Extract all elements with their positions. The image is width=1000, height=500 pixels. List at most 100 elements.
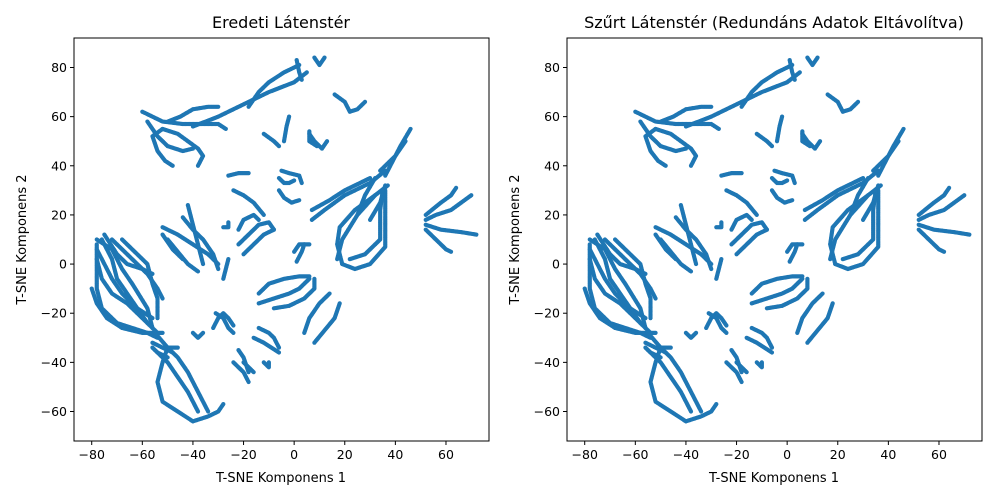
scatter-point (312, 276, 317, 281)
scatter-point (448, 249, 454, 254)
scatter-point (769, 350, 775, 355)
scatter-point (764, 227, 770, 232)
scatter-point (785, 178, 790, 183)
scatter-point (385, 183, 390, 188)
scatter-point (231, 323, 236, 328)
y-tick-label: 80 (51, 60, 67, 75)
scatter-point (754, 212, 759, 218)
scatter-point (216, 266, 221, 272)
scatter-point (314, 144, 320, 149)
scatter-point (739, 379, 744, 385)
scatter-point (195, 163, 201, 168)
y-tick-label: −40 (41, 355, 67, 370)
scatter-point (800, 276, 805, 281)
x-tick-label: 40 (387, 447, 403, 462)
y-tick-label: 60 (51, 109, 67, 124)
scatter-point (246, 171, 251, 176)
scatter-point (739, 171, 744, 176)
scatter-point (795, 242, 800, 247)
scatter-point (759, 360, 764, 365)
scatter-point (180, 257, 185, 262)
scatter-point (792, 180, 797, 186)
scatter-point (719, 220, 724, 225)
scatter-point (709, 104, 714, 109)
chart-title: Szűrt Látenstér (Redundáns Adatok Eltávo… (584, 13, 964, 32)
scatter-point (744, 370, 749, 375)
scatter-point (673, 257, 678, 262)
x-tick-label: 0 (290, 447, 298, 462)
scatter-point (873, 188, 878, 193)
scatter-point (195, 409, 201, 414)
scatter-point (200, 261, 206, 267)
scatter-point (221, 402, 226, 407)
scatter-point (403, 139, 408, 144)
scatter-point (231, 330, 236, 335)
scatter-point (256, 217, 261, 222)
scatter-point (769, 345, 775, 350)
scatter-point (830, 301, 835, 306)
x-tick-label: −40 (180, 447, 206, 462)
scatter-point (474, 232, 479, 237)
x-axis-label: T-SNE Komponens 1 (215, 471, 346, 486)
y-tick-label: 20 (51, 207, 67, 222)
scatter-point (322, 55, 327, 60)
scatter-point (206, 409, 211, 414)
scatter-point (408, 126, 413, 132)
scatter-point (276, 144, 282, 149)
scatter-point (324, 139, 330, 144)
y-tick-label: −20 (41, 306, 67, 321)
scatter-point (967, 232, 972, 237)
scatter-point (304, 70, 309, 75)
x-tick-label: −60 (129, 447, 155, 462)
scatter-point (373, 193, 378, 198)
scatter-point (663, 163, 668, 168)
scatter-point (307, 242, 312, 247)
scatter-point (327, 291, 332, 296)
scatter-point (878, 183, 883, 188)
y-tick-label: 40 (51, 158, 67, 173)
scatter-point (941, 249, 947, 254)
scatter-point (246, 379, 251, 385)
scatter-point (805, 276, 810, 281)
scatter-point (286, 114, 292, 119)
scatter-point (299, 77, 304, 82)
scatter-point (779, 114, 785, 119)
scatter-point (749, 217, 754, 222)
scatter-point (820, 291, 825, 296)
scatter-point (266, 360, 271, 365)
x-tick-label: −20 (230, 447, 256, 462)
scatter-point (276, 350, 282, 355)
scatter-point (817, 139, 823, 144)
scatter-point (155, 316, 160, 321)
scatter-point (947, 185, 952, 190)
y-tick-label: 0 (59, 257, 67, 272)
scatter-point (790, 198, 795, 203)
scatter-point (454, 185, 459, 190)
scatter-point (170, 163, 175, 168)
scatter-point (373, 175, 378, 181)
scatter-point (807, 144, 813, 149)
scatter-point (769, 144, 775, 149)
scatter-point (226, 220, 231, 225)
scatter-point (226, 257, 231, 262)
x-tick-label: 20 (337, 447, 353, 462)
scatter-point (276, 345, 282, 350)
scatter-point (815, 55, 820, 60)
scatter-point (792, 77, 797, 82)
scatter-point (896, 139, 901, 144)
scatter-point (724, 330, 729, 335)
scatter-point (719, 257, 724, 262)
scatter-point (688, 163, 694, 168)
scatter-point (261, 212, 266, 218)
scatter-point (216, 104, 221, 109)
scatter-point (797, 70, 802, 75)
scatter-point (709, 266, 714, 272)
scatter-point (380, 188, 385, 193)
x-tick-label: 60 (438, 447, 454, 462)
scatter-point (297, 198, 302, 203)
scatter-point (271, 227, 277, 232)
scatter-point (724, 323, 729, 328)
scatter-point (292, 178, 297, 183)
